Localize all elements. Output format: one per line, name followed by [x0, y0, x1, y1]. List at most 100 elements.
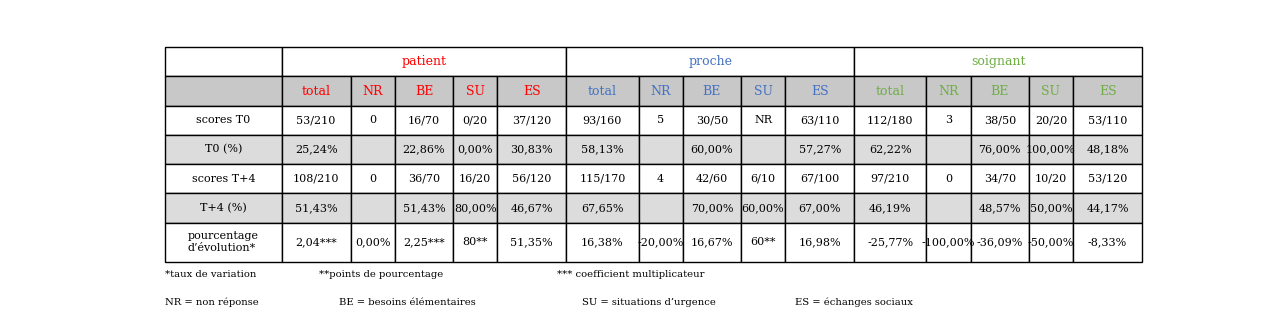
Bar	[566, 77, 639, 106]
Text: NR: NR	[362, 84, 383, 98]
Text: 0,00%: 0,00%	[457, 145, 493, 154]
Bar	[639, 106, 684, 135]
Bar	[741, 222, 785, 262]
Bar	[972, 193, 1029, 222]
Bar	[165, 135, 282, 164]
Bar	[566, 164, 639, 193]
Text: 5: 5	[657, 115, 664, 125]
Bar	[684, 222, 741, 262]
Text: ES = échanges sociaux: ES = échanges sociaux	[795, 298, 913, 307]
Bar	[498, 222, 566, 262]
Text: 70,00%: 70,00%	[691, 203, 733, 213]
Bar	[566, 193, 639, 222]
Bar	[684, 135, 741, 164]
Text: 53/210: 53/210	[297, 115, 335, 125]
Bar	[684, 77, 741, 106]
Bar	[566, 47, 854, 77]
Bar	[785, 222, 854, 262]
Bar	[165, 47, 282, 77]
Text: ES: ES	[1098, 84, 1116, 98]
Text: 108/210: 108/210	[293, 174, 339, 184]
Text: 76,00%: 76,00%	[978, 145, 1021, 154]
Text: T+4 (%): T+4 (%)	[200, 203, 247, 213]
Bar	[741, 77, 785, 106]
Text: 67,65%: 67,65%	[581, 203, 623, 213]
Text: 16,98%: 16,98%	[799, 237, 841, 247]
Text: 16/20: 16/20	[460, 174, 492, 184]
Text: 53/110: 53/110	[1088, 115, 1128, 125]
Bar	[282, 135, 351, 164]
Text: patient: patient	[402, 55, 447, 68]
Text: 16,67%: 16,67%	[691, 237, 733, 247]
Bar	[972, 77, 1029, 106]
Bar	[684, 164, 741, 193]
Text: total: total	[302, 84, 330, 98]
Text: BE: BE	[415, 84, 433, 98]
Bar	[1029, 77, 1073, 106]
Bar	[972, 222, 1029, 262]
Text: 4: 4	[657, 174, 664, 184]
Text: 44,17%: 44,17%	[1087, 203, 1129, 213]
Bar	[498, 77, 566, 106]
Bar	[351, 77, 396, 106]
Bar	[927, 222, 972, 262]
Text: 38/50: 38/50	[983, 115, 1016, 125]
Bar	[639, 135, 684, 164]
Bar	[1073, 77, 1142, 106]
Bar	[453, 135, 498, 164]
Text: 80**: 80**	[462, 237, 488, 247]
Bar	[785, 193, 854, 222]
Text: 63/110: 63/110	[800, 115, 840, 125]
Text: 80,00%: 80,00%	[454, 203, 497, 213]
Text: scores T+4: scores T+4	[192, 174, 255, 184]
Text: ES: ES	[524, 84, 540, 98]
Text: SU: SU	[1042, 84, 1060, 98]
Text: proche: proche	[689, 55, 732, 68]
Text: 20/20: 20/20	[1034, 115, 1068, 125]
Text: BE: BE	[991, 84, 1009, 98]
Text: 30,83%: 30,83%	[511, 145, 553, 154]
Bar	[639, 77, 684, 106]
Bar	[396, 193, 453, 222]
Text: 46,19%: 46,19%	[869, 203, 911, 213]
Bar	[351, 222, 396, 262]
Bar	[282, 222, 351, 262]
Bar	[498, 164, 566, 193]
Text: BE: BE	[703, 84, 721, 98]
Text: 10/20: 10/20	[1034, 174, 1068, 184]
Bar	[165, 222, 282, 262]
Text: NR = non réponse: NR = non réponse	[165, 298, 259, 307]
Bar	[1029, 106, 1073, 135]
Text: scores T0: scores T0	[196, 115, 251, 125]
Text: 51,43%: 51,43%	[403, 203, 445, 213]
Text: 2,25***: 2,25***	[403, 237, 445, 247]
Bar	[351, 193, 396, 222]
Bar	[351, 106, 396, 135]
Text: 0: 0	[369, 174, 376, 184]
Text: 16/70: 16/70	[408, 115, 440, 125]
Bar	[854, 135, 927, 164]
Bar	[1073, 106, 1142, 135]
Bar	[282, 164, 351, 193]
Text: 36/70: 36/70	[408, 174, 440, 184]
Text: 25,24%: 25,24%	[294, 145, 338, 154]
Bar	[785, 77, 854, 106]
Text: NR: NR	[754, 115, 772, 125]
Bar	[396, 77, 453, 106]
Bar	[566, 222, 639, 262]
Bar	[1029, 135, 1073, 164]
Text: 6/10: 6/10	[750, 174, 776, 184]
Bar	[854, 193, 927, 222]
Bar	[1029, 222, 1073, 262]
Bar	[972, 106, 1029, 135]
Bar	[785, 106, 854, 135]
Text: 60,00%: 60,00%	[691, 145, 733, 154]
Bar	[854, 47, 1142, 77]
Text: 67/100: 67/100	[800, 174, 840, 184]
Bar	[741, 164, 785, 193]
Text: -8,33%: -8,33%	[1088, 237, 1128, 247]
Text: -25,77%: -25,77%	[868, 237, 914, 247]
Bar	[639, 193, 684, 222]
Text: -20,00%: -20,00%	[637, 237, 684, 247]
Text: total: total	[876, 84, 905, 98]
